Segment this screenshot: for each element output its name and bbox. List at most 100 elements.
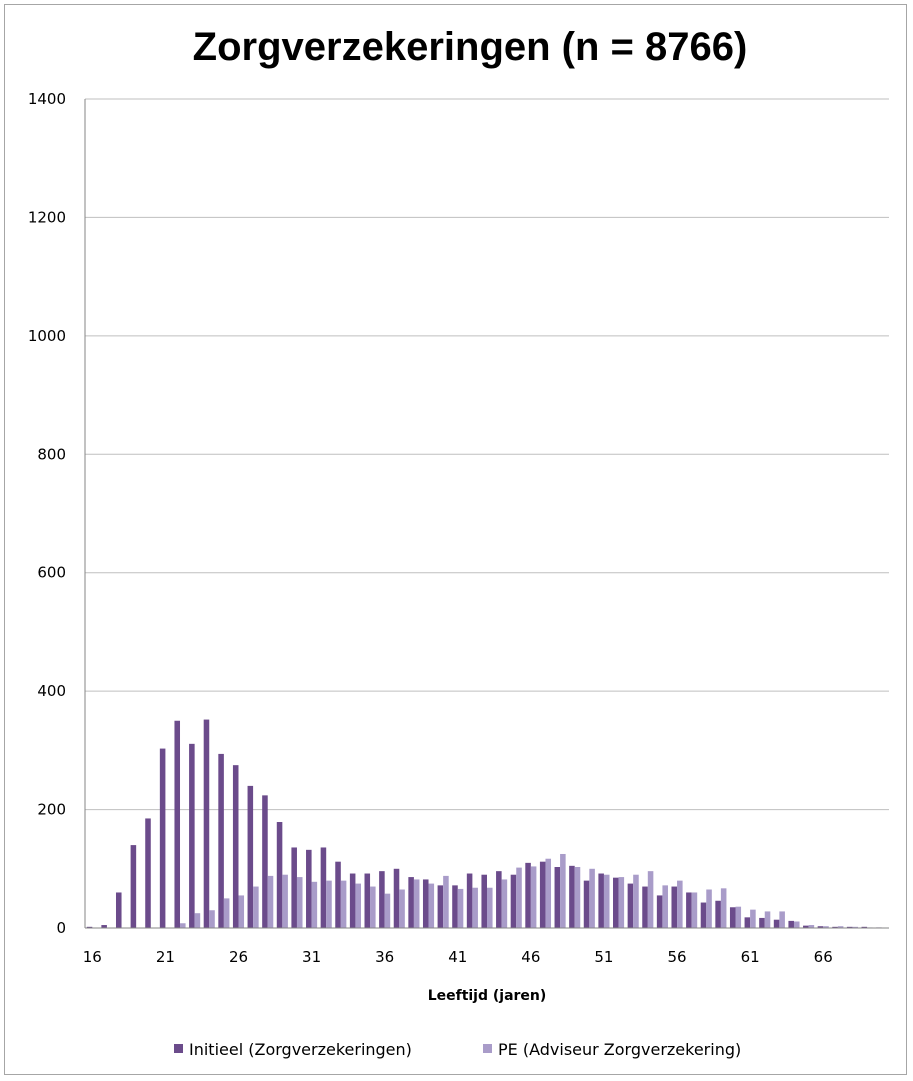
bar-initieel	[291, 847, 297, 928]
bar-pe	[282, 874, 288, 928]
legend-label-initieel: Initieel (Zorgverzekeringen)	[189, 1040, 412, 1059]
bar-initieel	[335, 861, 341, 928]
bar-initieel	[715, 900, 721, 928]
y-tick-label: 1200	[28, 208, 66, 226]
bar-pe	[267, 875, 274, 928]
bar-pe	[457, 888, 464, 928]
bar-pe	[238, 895, 245, 928]
bar-pe	[750, 909, 756, 928]
bar-pe	[340, 880, 347, 928]
y-axis-ticks: 0 200 400 600 800 1000 1200 1400	[28, 90, 66, 937]
bar-pe	[194, 913, 201, 928]
y-tick-label: 400	[37, 682, 66, 700]
legend-swatch-pe	[483, 1044, 492, 1053]
bar-initieel	[773, 919, 780, 928]
x-tick-label: 21	[156, 948, 175, 966]
bar-initieel	[86, 926, 93, 928]
bar-initieel	[729, 907, 736, 928]
chart-title: Zorgverzekeringen (n = 8766)	[193, 25, 748, 69]
bar-pe	[837, 926, 844, 928]
bar-initieel	[276, 822, 283, 928]
bar-initieel	[569, 865, 575, 928]
bar-pe	[384, 893, 391, 928]
bar-initieel	[145, 818, 151, 928]
bar-initieel	[218, 753, 224, 928]
bar-initieel	[452, 885, 458, 928]
bar-initieel	[744, 917, 751, 928]
bar-initieel	[364, 873, 371, 928]
bar-pe	[311, 881, 318, 928]
bar-initieel	[803, 925, 809, 928]
bar-pe	[560, 853, 566, 928]
bar-pe	[370, 886, 376, 928]
bar-pe	[647, 871, 654, 928]
bar-initieel	[189, 743, 195, 928]
bar-pe	[574, 867, 581, 928]
legend: Initieel (Zorgverzekeringen) PE (Adviseu…	[174, 1040, 741, 1059]
bar-pe	[296, 877, 303, 928]
bar-initieel	[101, 925, 107, 928]
bar-pe	[355, 883, 361, 928]
bar-pe	[180, 923, 186, 928]
bar-initieel	[306, 849, 312, 928]
bar-pe	[589, 868, 595, 928]
bar-pe	[720, 888, 727, 928]
bar-pe	[808, 925, 815, 928]
bar-initieel	[832, 926, 838, 928]
bar-initieel	[700, 902, 707, 928]
x-axis-label: Leeftijd (jaren)	[428, 988, 547, 1004]
bar-initieel	[656, 895, 663, 928]
x-tick-label: 16	[83, 948, 102, 966]
bar-initieel	[393, 868, 400, 928]
bar-pe	[735, 906, 742, 928]
x-axis-ticks: 16 21 26 31 36 41 46 51 56 61 66	[83, 948, 833, 966]
bar-pe	[399, 889, 405, 928]
bar-pe	[413, 879, 420, 928]
bar-initieel	[320, 847, 327, 928]
bar-initieel	[466, 873, 473, 928]
bar-pe	[530, 866, 537, 928]
bar-initieel	[379, 871, 385, 928]
y-tick-label: 600	[37, 564, 66, 582]
bars	[86, 719, 882, 928]
bar-initieel	[539, 861, 546, 928]
bar-pe	[501, 879, 508, 928]
bar-initieel	[817, 926, 824, 928]
bar-initieel	[510, 874, 517, 928]
bar-initieel	[759, 917, 765, 928]
bar-pe	[677, 880, 683, 928]
bar-initieel	[408, 877, 414, 928]
bar-initieel	[130, 845, 137, 928]
bar-pe	[223, 898, 230, 928]
bar-initieel	[686, 892, 692, 928]
bar-pe	[618, 877, 625, 928]
bar-pe	[487, 887, 493, 928]
bar-initieel	[159, 748, 166, 928]
bar-initieel	[232, 765, 239, 928]
bar-initieel	[642, 886, 648, 928]
bar-initieel	[613, 877, 619, 928]
bar-pe	[852, 926, 858, 928]
y-tick-label: 800	[37, 445, 66, 463]
bar-initieel	[554, 867, 561, 928]
x-tick-label: 26	[229, 948, 248, 966]
x-tick-label: 61	[741, 948, 760, 966]
y-tick-label: 1400	[28, 90, 66, 108]
bar-pe	[516, 867, 522, 928]
bar-pe	[823, 926, 829, 928]
bar-pe	[793, 921, 800, 928]
bar-initieel	[525, 862, 531, 928]
bar-initieel	[496, 871, 502, 928]
bar-pe	[428, 883, 435, 928]
x-tick-label: 46	[521, 948, 540, 966]
bar-initieel	[671, 886, 678, 928]
legend-swatch-initieel	[174, 1044, 183, 1053]
bar-pe	[253, 886, 259, 928]
bar-pe	[326, 880, 332, 928]
y-tick-label: 1000	[28, 327, 66, 345]
legend-label-pe: PE (Adviseur Zorgverzekering)	[498, 1040, 741, 1059]
x-tick-label: 66	[814, 948, 833, 966]
bar-pe	[209, 910, 215, 928]
bar-initieel	[788, 920, 794, 928]
